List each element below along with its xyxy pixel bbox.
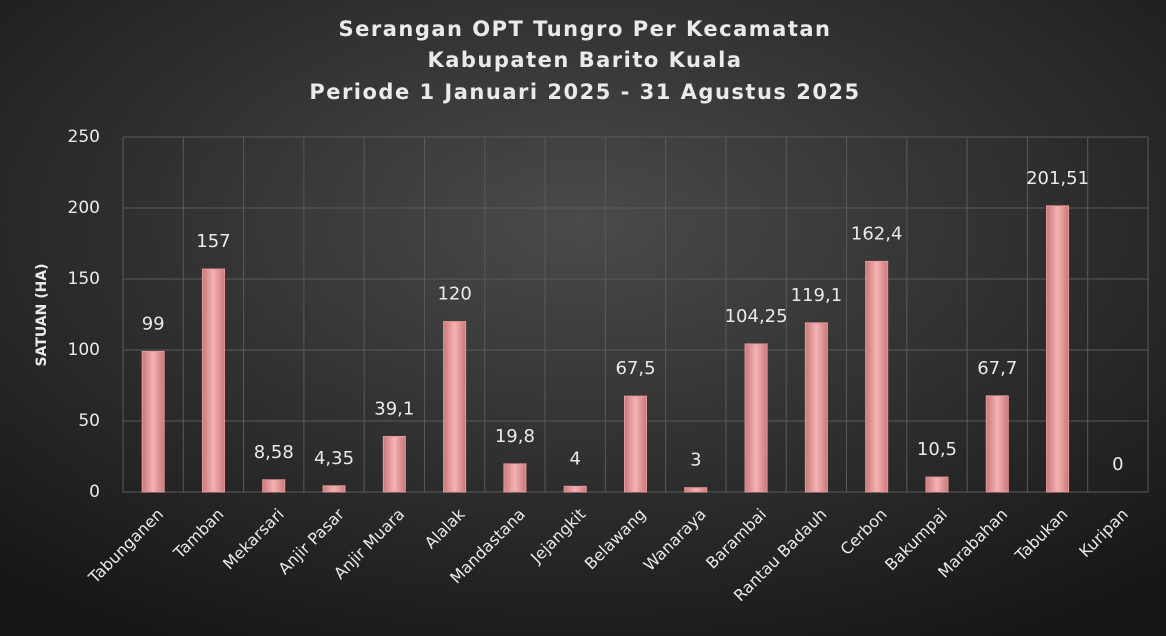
value-label: 3 (690, 450, 701, 471)
chart-title: Periode 1 Januari 2025 - 31 Agustus 2025 (309, 80, 860, 104)
bar (322, 485, 346, 493)
bar (563, 485, 587, 493)
bar (1046, 205, 1070, 493)
value-label: 162,4 (851, 223, 903, 244)
chart-title: Kabupaten Barito Kuala (427, 48, 742, 72)
bar (262, 479, 286, 493)
bar (201, 268, 225, 493)
value-label: 39,1 (374, 398, 414, 419)
value-label: 201,51 (1026, 168, 1089, 189)
chart-title: Serangan OPT Tungro Per Kecamatan (338, 17, 831, 41)
value-label: 8,58 (254, 442, 294, 463)
y-axis-label: SATUAN (HA) (34, 263, 50, 366)
value-label: 10,5 (917, 439, 957, 460)
bar (503, 463, 527, 493)
y-tick-label: 50 (78, 411, 100, 431)
y-tick-label: 200 (68, 198, 100, 218)
value-label: 0 (1112, 454, 1123, 475)
value-label: 157 (196, 231, 230, 252)
bar (985, 395, 1009, 493)
value-label: 67,5 (615, 358, 655, 379)
bar (141, 350, 165, 493)
bar (865, 260, 889, 493)
y-tick-label: 0 (89, 482, 100, 502)
value-label: 99 (142, 313, 165, 334)
value-label: 120 (437, 284, 471, 305)
value-label: 4,35 (314, 448, 354, 469)
value-label: 119,1 (791, 285, 843, 306)
value-label: 4 (569, 448, 580, 469)
bar (382, 435, 406, 493)
bar (744, 343, 768, 493)
bar (925, 476, 949, 493)
bar (804, 322, 828, 493)
value-label: 104,25 (725, 306, 788, 327)
y-tick-label: 150 (68, 269, 100, 289)
value-label: 19,8 (495, 426, 535, 447)
value-label: 67,7 (977, 358, 1017, 379)
y-tick-label: 100 (68, 340, 100, 360)
bar (684, 487, 708, 493)
y-tick-label: 250 (68, 127, 100, 147)
bar (624, 395, 647, 493)
bar (443, 321, 467, 493)
